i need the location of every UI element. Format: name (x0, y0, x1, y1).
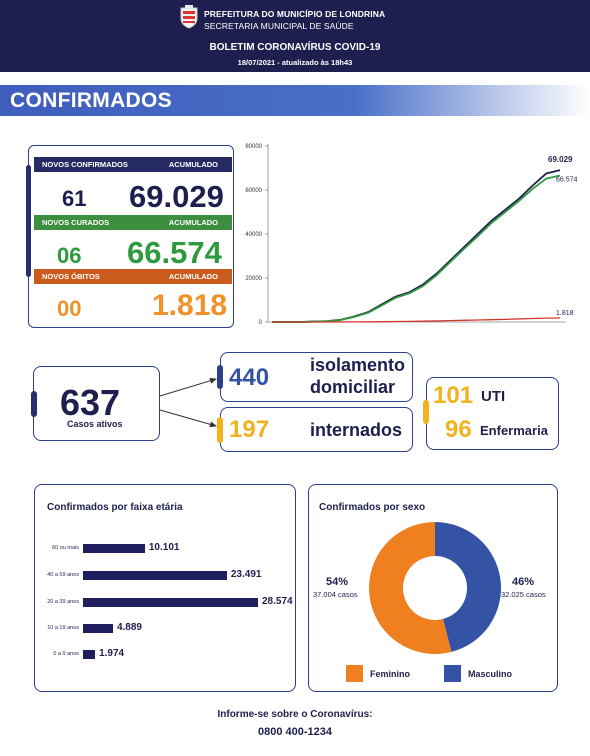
male-legend-swatch (444, 665, 461, 682)
ward-value: 96 (445, 416, 472, 443)
age-value-label: 23.491 (230, 569, 262, 580)
confirmed-label: NOVOS CONFIRMADOS (42, 160, 128, 169)
age-category-label: 60 ou mais (52, 545, 79, 551)
total-deaths-value: 1.818 (152, 289, 228, 322)
age-value-label: 4.889 (116, 622, 142, 633)
uti-label: UTI (481, 388, 506, 405)
deaths-acc-label: ACUMULADO (168, 272, 218, 281)
age-bar (83, 624, 113, 633)
isolation-label-line2: domiciliar (310, 377, 396, 397)
new-deaths-value: 00 (57, 296, 82, 321)
isolation-accent-bar (217, 365, 223, 389)
y-tick-label: 20000 (245, 276, 262, 282)
age-bar (83, 650, 96, 659)
series-line-1 (272, 174, 561, 323)
male-legend-label: Masculino (468, 669, 513, 679)
sex-panel (308, 484, 558, 692)
new-recovered-value: 06 (57, 243, 82, 268)
arrow-to-hospital (159, 409, 217, 428)
stats-box (28, 145, 234, 328)
arrow-to-isolation (159, 377, 217, 397)
female-percent: 54% (326, 576, 349, 588)
cumulative-line-chart: 80000 60000 40000 20000 0 69.029 66.574 1.818 (245, 144, 578, 326)
isolation-label-line1: isolamento (310, 355, 406, 375)
y-tick-label: 80000 (245, 144, 262, 150)
uti-value: 101 (433, 382, 474, 409)
female-legend-label: Feminino (370, 669, 410, 679)
age-category-label: 10 a 19 anos (47, 625, 79, 631)
series-end-label-0: 69.029 (548, 155, 573, 164)
series-line-2 (272, 317, 561, 323)
male-cases: 32.025 casos (501, 590, 546, 599)
series-end-label-2: 1.818 (556, 310, 574, 317)
age-value-label: 10.101 (148, 542, 180, 553)
ward-label: Enfermaria (480, 423, 548, 438)
recovered-header: NOVOS CURADOS ACUMULADO (34, 215, 232, 230)
bulletin-title: BOLETIM CORONAVÍRUS COVID-19 (209, 42, 381, 53)
age-category-label: 0 a 9 anos (53, 651, 79, 657)
active-accent-bar (31, 391, 37, 417)
age-category-label: 40 a 59 anos (47, 572, 79, 578)
female-cases: 37.004 casos (313, 590, 358, 599)
sex-panel-title: Confirmados por sexo (319, 502, 426, 513)
deaths-label: NOVOS ÓBITOS (42, 272, 100, 281)
age-bar (83, 571, 227, 580)
hospitalized-value: 197 (229, 416, 270, 443)
total-confirmed-value: 69.029 (129, 179, 224, 214)
age-panel-title: Confirmados por faixa etária (47, 502, 183, 513)
coat-of-arms-icon (180, 5, 198, 29)
age-panel (34, 484, 296, 692)
section-title: CONFIRMADOS (10, 89, 172, 112)
bulletin-date: 18/07/2021 - atualizado às 18h43 (237, 58, 353, 67)
arrows (159, 377, 217, 428)
series-end-label-1: 66.574 (556, 177, 578, 184)
hospitalized-label: internados (310, 420, 403, 440)
confirmed-acc-label: ACUMULADO (168, 160, 218, 169)
header-bar: PREFEITURA DO MUNICÍPIO DE LONDRINA SECR… (0, 0, 590, 72)
age-category-label: 20 a 39 anos (47, 599, 79, 605)
recovered-label: NOVOS CURADOS (42, 218, 110, 227)
donut-slice-masculino (435, 522, 501, 652)
isolation-value: 440 (229, 364, 270, 391)
male-percent: 46% (512, 576, 535, 588)
female-legend-swatch (346, 665, 363, 682)
y-tick-label: 40000 (245, 232, 262, 238)
y-tick-label: 60000 (245, 188, 262, 194)
active-cases-value: 637 (60, 382, 121, 423)
new-confirmed-value: 61 (62, 186, 87, 211)
recovered-acc-label: ACUMULADO (168, 218, 218, 227)
stats-accent-bar (26, 165, 31, 277)
age-bar (83, 598, 258, 607)
org-department: SECRETARIA MUNICIPAL DE SAÚDE (204, 21, 354, 31)
uti-accent-bar (423, 400, 429, 424)
total-recovered-value: 66.574 (127, 235, 222, 270)
org-name: PREFEITURA DO MUNICÍPIO DE LONDRINA (204, 9, 386, 19)
age-value-label: 1.974 (99, 648, 125, 659)
active-cases-label: Casos ativos (67, 419, 123, 429)
hospitalized-accent-bar (217, 417, 223, 443)
confirmed-header: NOVOS CONFIRMADOS ACUMULADO (34, 157, 232, 172)
section-banner: CONFIRMADOS (0, 85, 590, 116)
deaths-header: NOVOS ÓBITOS ACUMULADO (34, 269, 232, 284)
donut-slice-feminino (369, 522, 452, 654)
footer-phone: 0800 400-1234 (257, 726, 332, 738)
y-tick-label: 0 (259, 320, 263, 326)
age-value-label: 28.574 (262, 596, 293, 607)
sex-donut-chart (369, 522, 501, 654)
series-line-0 (272, 169, 561, 323)
age-bar (83, 544, 145, 553)
footer-info: Informe-se sobre o Coronavírus: (217, 709, 373, 720)
